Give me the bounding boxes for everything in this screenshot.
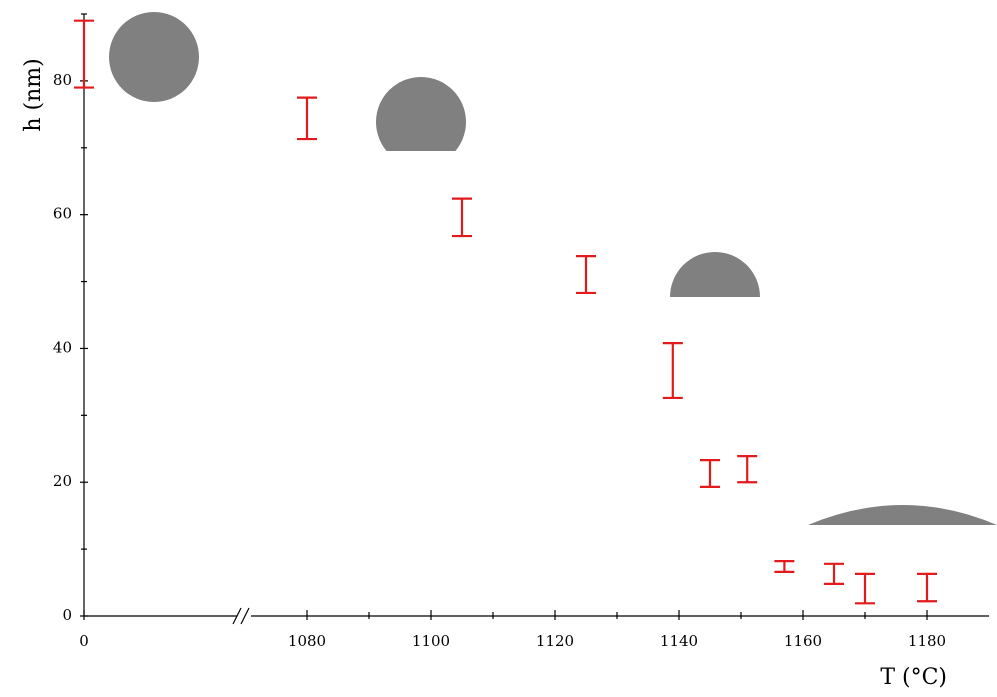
y-tick-label: 0 [62, 606, 72, 624]
y-tick-label: 40 [53, 338, 72, 356]
x-tick-label: 1160 [784, 632, 822, 650]
droplet [808, 505, 997, 525]
y-tick-label: 60 [53, 205, 72, 223]
axis-break [240, 607, 250, 625]
x-tick-label: 1180 [908, 632, 946, 650]
y-tick-label: 80 [53, 71, 72, 89]
y-tick-label: 20 [53, 472, 72, 490]
x-tick-label: 0 [79, 632, 89, 650]
x-axis-label: T (°C) [880, 665, 947, 690]
x-tick-label: 1080 [288, 632, 326, 650]
droplet [670, 252, 760, 297]
y-axis-label: h (nm) [21, 58, 46, 131]
x-tick-label: 1120 [536, 632, 574, 650]
x-tick-label: 1140 [660, 632, 698, 650]
droplets [109, 12, 997, 525]
droplet [109, 12, 199, 102]
x-tick-label: 1100 [412, 632, 450, 650]
axis-break [232, 607, 242, 625]
droplet [376, 77, 466, 151]
